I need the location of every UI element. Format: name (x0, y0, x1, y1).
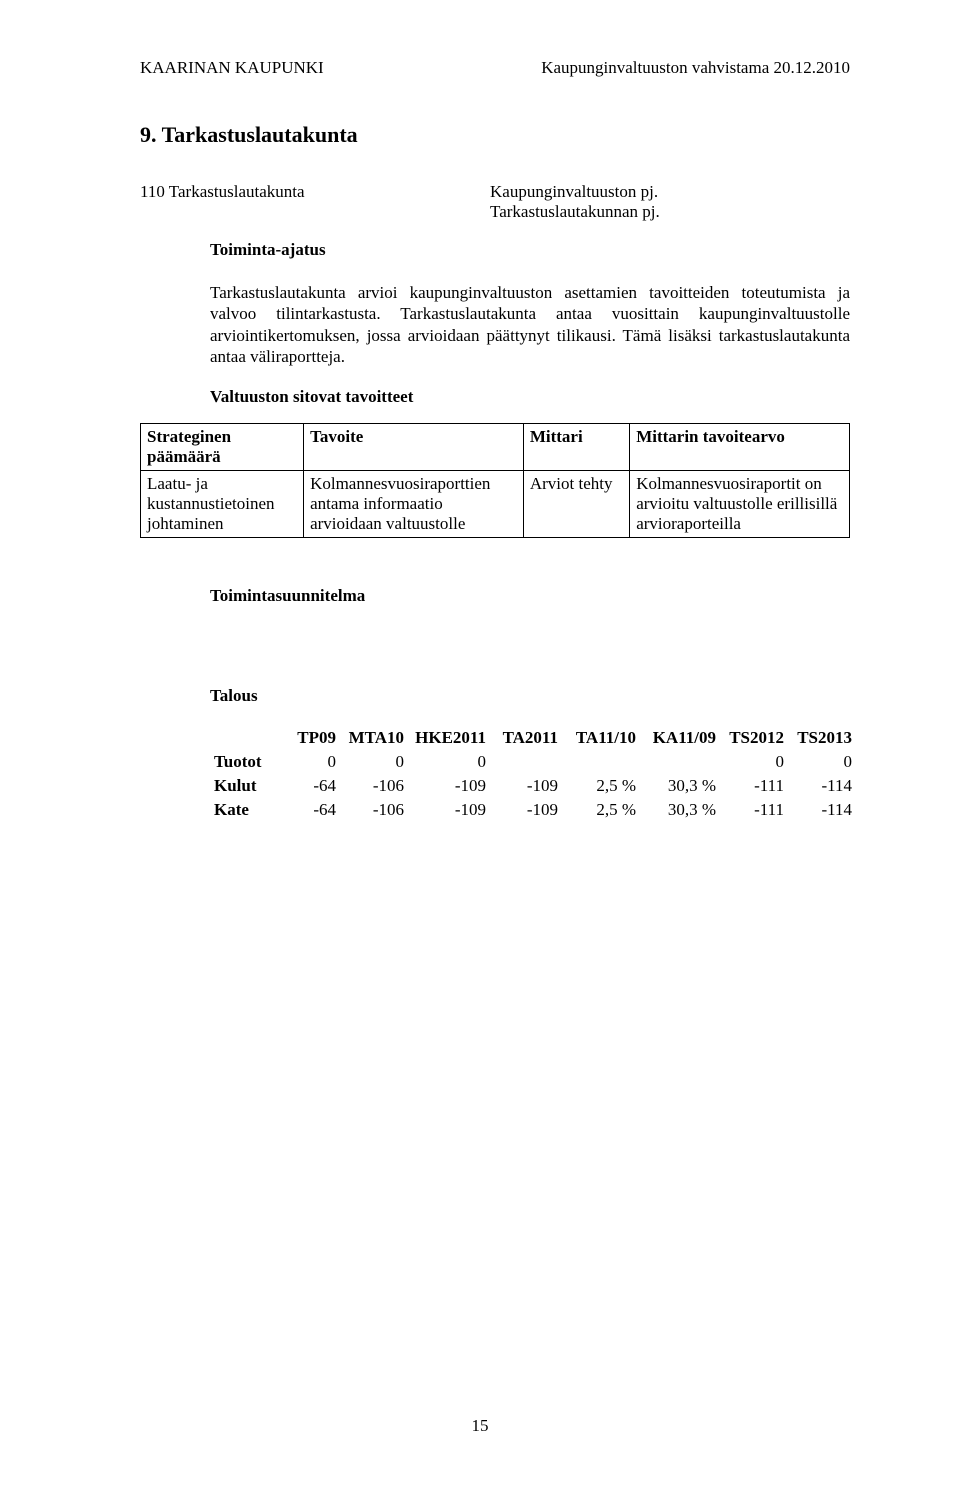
sub-right-line2: Tarkastuslautakunnan pj. (490, 202, 660, 222)
section-sub-right: Kaupunginvaltuuston pj. Tarkastuslautaku… (490, 182, 660, 222)
talous-col-header: TA11/10 (562, 726, 640, 750)
talous-label: Talous (210, 686, 850, 706)
page: KAARINAN KAUPUNKI Kaupunginvaltuuston va… (0, 0, 960, 1488)
col-header-mittari: Mittari (523, 424, 629, 471)
talous-cell: -109 (490, 774, 562, 798)
talous-header-row: TP09MTA10HKE2011TA2011TA11/10KA11/09TS20… (210, 726, 856, 750)
talous-col-header: TS2012 (720, 726, 788, 750)
running-header: KAARINAN KAUPUNKI Kaupunginvaltuuston va… (140, 58, 850, 78)
talous-col-header: HKE2011 (408, 726, 490, 750)
sub-right-line1: Kaupunginvaltuuston pj. (490, 182, 660, 202)
talous-cell: 2,5 % (562, 798, 640, 822)
talous-cell: 30,3 % (640, 774, 720, 798)
cell-strateginen: Laatu- ja kustannustietoinen johtaminen (141, 471, 304, 538)
talous-cell (640, 750, 720, 774)
talous-cell: -64 (282, 798, 340, 822)
talous-cell: 0 (340, 750, 408, 774)
talous-row-label: Kate (210, 798, 282, 822)
talous-cell: 30,3 % (640, 798, 720, 822)
talous-cell: 2,5 % (562, 774, 640, 798)
talous-col-blank (210, 726, 282, 750)
cell-tavoite: Kolmannesvuosiraporttien antama informaa… (304, 471, 524, 538)
header-left: KAARINAN KAUPUNKI (140, 58, 324, 78)
table-header-row: Strateginen päämäärä Tavoite Mittari Mit… (141, 424, 850, 471)
talous-cell: -64 (282, 774, 340, 798)
table-row: Laatu- ja kustannustietoinen johtaminen … (141, 471, 850, 538)
toiminta-ajatus-text: Tarkastuslautakunta arvioi kaupunginvalt… (210, 282, 850, 367)
talous-cell: 0 (788, 750, 856, 774)
talous-cell: -109 (490, 798, 562, 822)
toimintasuunnitelma-label: Toimintasuunnitelma (210, 586, 850, 606)
talous-cell: -114 (788, 798, 856, 822)
talous-cell: -111 (720, 774, 788, 798)
section-title: 9. Tarkastuslautakunta (140, 122, 850, 148)
talous-row: Kulut-64-106-109-1092,5 %30,3 %-111-114 (210, 774, 856, 798)
talous-row: Tuotot00000 (210, 750, 856, 774)
talous-cell: -109 (408, 774, 490, 798)
talous-cell: -106 (340, 774, 408, 798)
talous-cell: -114 (788, 774, 856, 798)
page-number: 15 (0, 1416, 960, 1436)
talous-cell (562, 750, 640, 774)
talous-cell: -111 (720, 798, 788, 822)
cell-mittari: Arviot tehty (523, 471, 629, 538)
talous-table: TP09MTA10HKE2011TA2011TA11/10KA11/09TS20… (210, 726, 856, 822)
col-header-tavoite: Tavoite (304, 424, 524, 471)
valtuuston-tavoitteet-label: Valtuuston sitovat tavoitteet (210, 387, 850, 407)
talous-cell: -106 (340, 798, 408, 822)
talous-body: Tuotot00000Kulut-64-106-109-1092,5 %30,3… (210, 750, 856, 822)
section-subheader: 110 Tarkastuslautakunta Kaupunginvaltuus… (140, 182, 850, 222)
talous-cell: 0 (720, 750, 788, 774)
talous-cell: 0 (408, 750, 490, 774)
tavoitteet-table: Strateginen päämäärä Tavoite Mittari Mit… (140, 423, 850, 538)
header-right: Kaupunginvaltuuston vahvistama 20.12.201… (541, 58, 850, 78)
talous-col-header: TS2013 (788, 726, 856, 750)
talous-row: Kate-64-106-109-1092,5 %30,3 %-111-114 (210, 798, 856, 822)
talous-cell: -109 (408, 798, 490, 822)
toiminta-ajatus-label: Toiminta-ajatus (210, 240, 850, 260)
talous-col-header: TP09 (282, 726, 340, 750)
cell-tavoitearvo: Kolmannesvuosiraportit on arvioitu valtu… (630, 471, 850, 538)
col-header-strateginen: Strateginen päämäärä (141, 424, 304, 471)
talous-cell (490, 750, 562, 774)
talous-row-label: Tuotot (210, 750, 282, 774)
talous-cell: 0 (282, 750, 340, 774)
talous-col-header: MTA10 (340, 726, 408, 750)
talous-col-header: KA11/09 (640, 726, 720, 750)
col-header-tavoitearvo: Mittarin tavoitearvo (630, 424, 850, 471)
talous-col-header: TA2011 (490, 726, 562, 750)
talous-row-label: Kulut (210, 774, 282, 798)
section-sub-left: 110 Tarkastuslautakunta (140, 182, 490, 222)
